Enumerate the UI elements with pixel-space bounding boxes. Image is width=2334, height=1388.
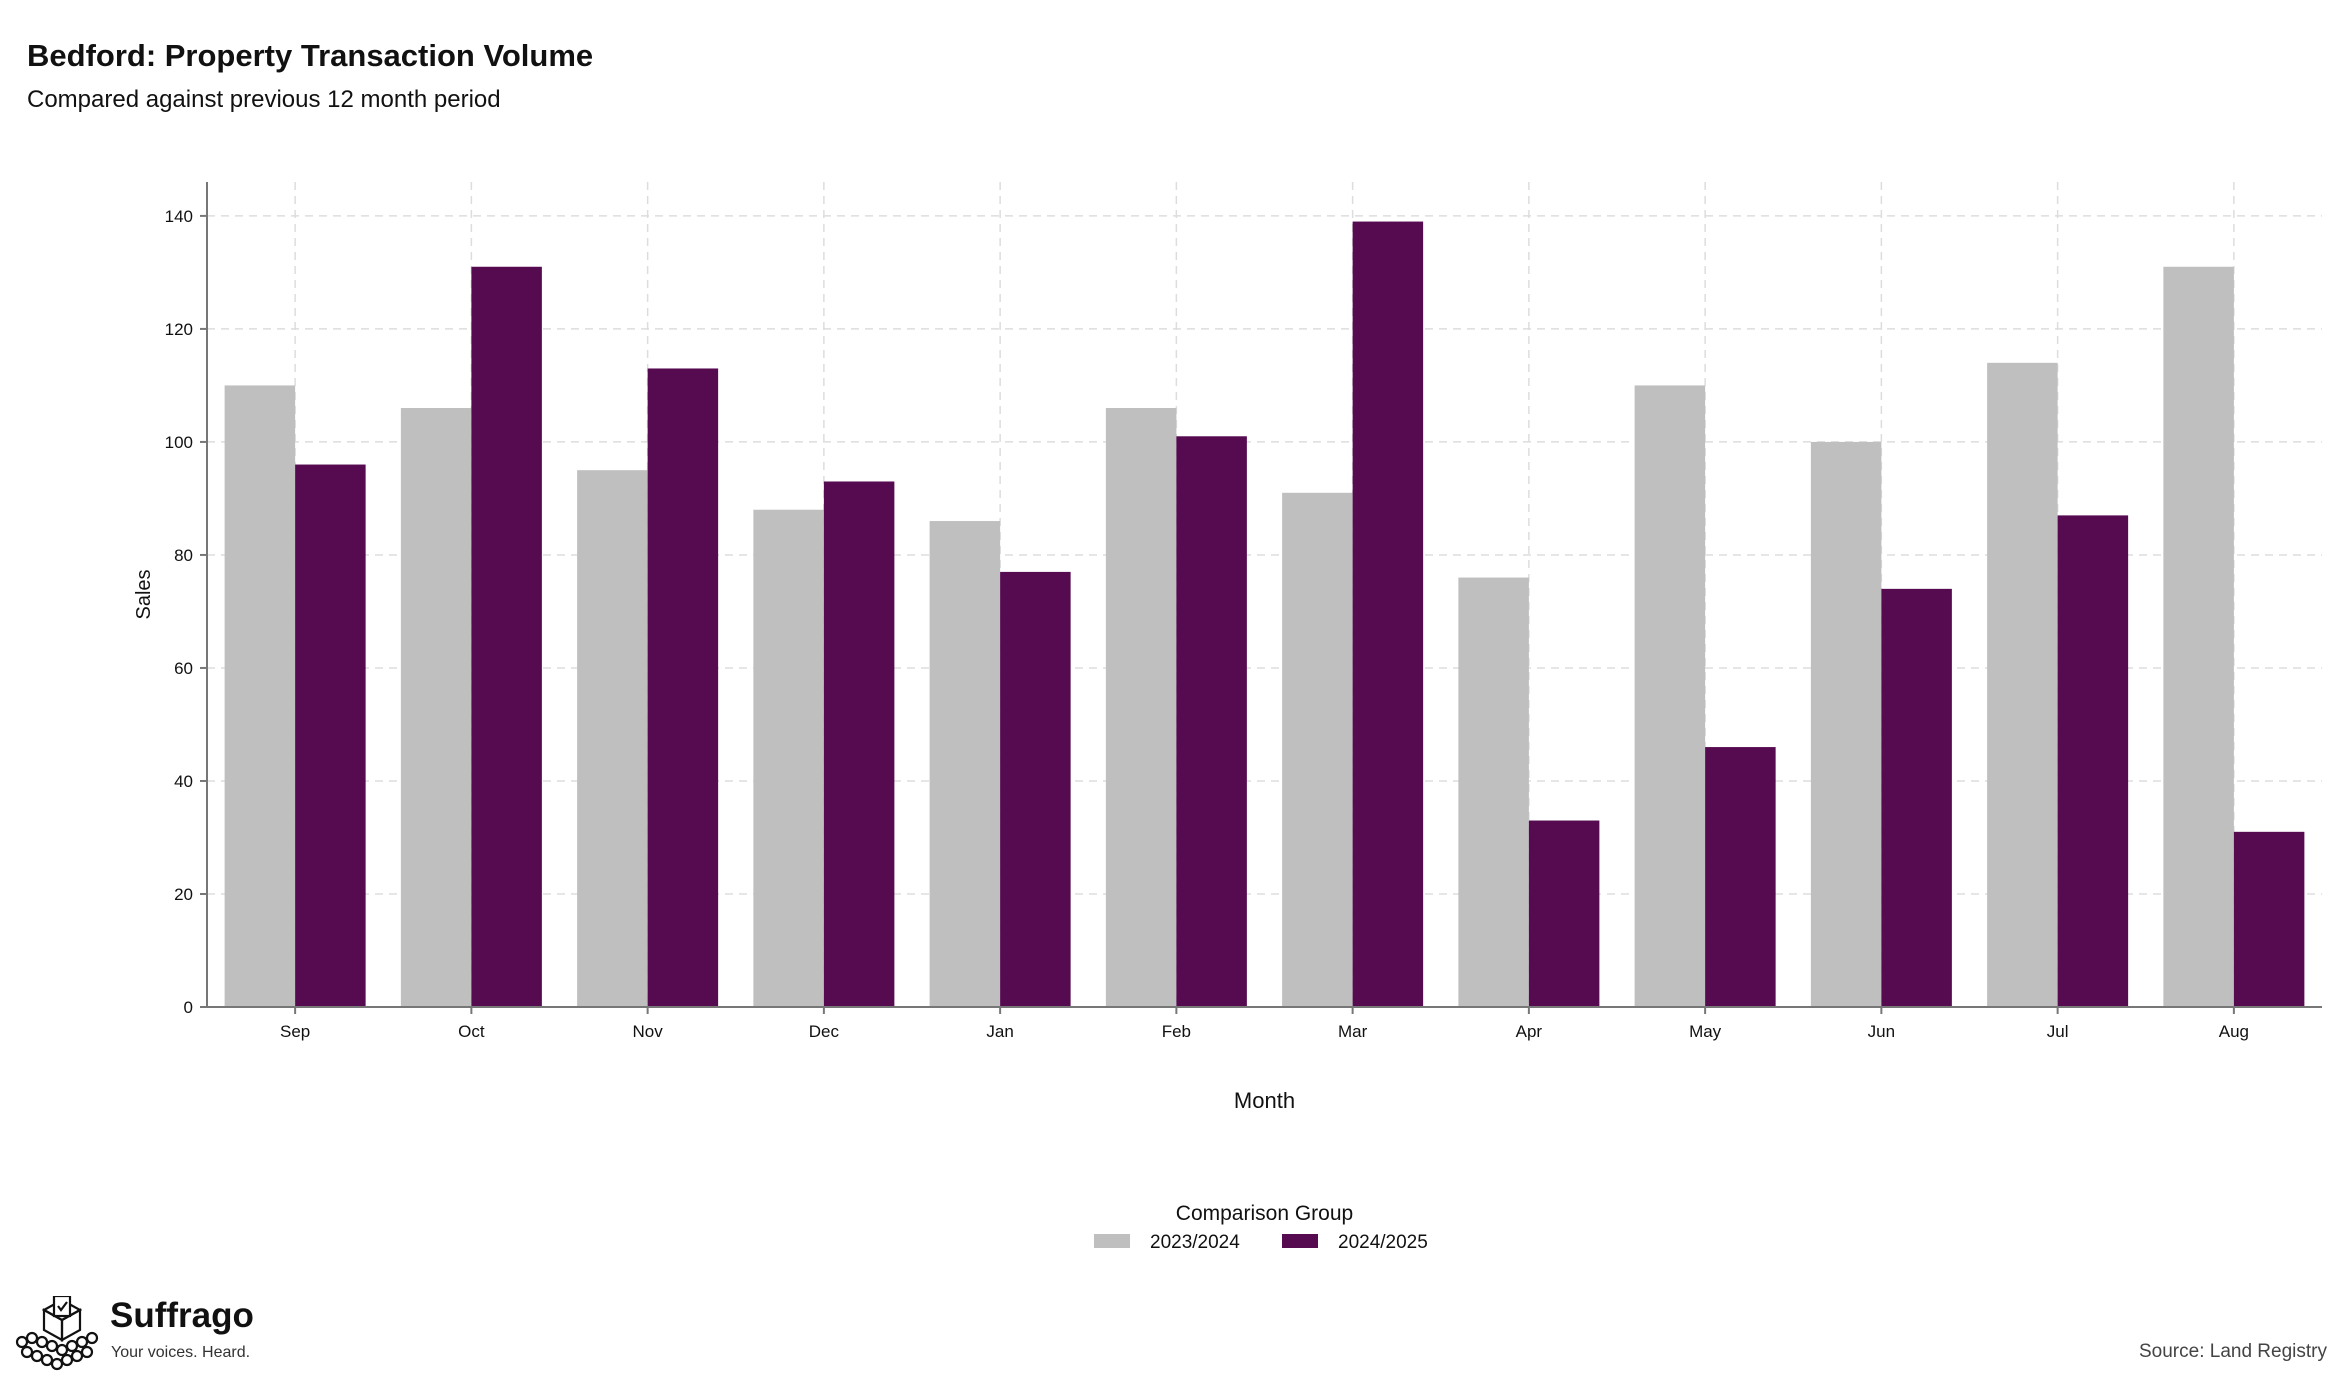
brand-tagline: Your voices. Heard.	[111, 1344, 251, 1361]
legend-swatch	[1282, 1234, 1318, 1248]
y-tick-label: 60	[174, 659, 193, 678]
chart-subtitle: Compared against previous 12 month perio…	[27, 86, 501, 113]
chart-title: Bedford: Property Transaction Volume	[27, 38, 594, 73]
x-tick-label: Jul	[2047, 1022, 2069, 1041]
y-tick-label: 140	[165, 207, 193, 226]
x-tick-label: Sep	[280, 1022, 310, 1041]
x-tick-label: Mar	[1338, 1022, 1368, 1041]
x-axis-title: Month	[1234, 1088, 1295, 1113]
bar-2023-2024-mar	[1282, 492, 1353, 1007]
y-tick-label: 40	[174, 772, 193, 791]
y-tick-label: 100	[165, 433, 193, 452]
x-tick-label: Jun	[1868, 1022, 1895, 1041]
bar-2023-2024-nov	[577, 470, 648, 1007]
bar-2024-2025-jan	[1000, 571, 1071, 1007]
x-tick-label: Feb	[1162, 1022, 1191, 1041]
x-tick-label: Dec	[809, 1022, 840, 1041]
y-tick-label: 120	[165, 320, 193, 339]
bar-2024-2025-feb	[1176, 436, 1247, 1007]
legend-swatch	[1094, 1234, 1130, 1248]
bar-2023-2024-sep	[224, 385, 296, 1007]
bar-2024-2025-oct	[471, 266, 542, 1008]
bar-2023-2024-oct	[400, 408, 472, 1007]
legend-title: Comparison Group	[1176, 1202, 1353, 1225]
x-tick-label: Aug	[2219, 1022, 2249, 1041]
x-tick-label: Oct	[458, 1022, 485, 1041]
bar-2023-2024-jul	[1987, 362, 2058, 1008]
ballot-box-icon	[15, 1296, 99, 1371]
x-tick-label: Jan	[986, 1022, 1013, 1041]
legend-label: 2024/2025	[1338, 1232, 1428, 1253]
bar-2024-2025-jun	[1881, 588, 1952, 1007]
bar-2024-2025-mar	[1352, 221, 1424, 1007]
bar-2023-2024-feb	[1105, 408, 1177, 1007]
bar-2023-2024-aug	[2163, 266, 2234, 1008]
bar-2023-2024-jun	[1810, 441, 1882, 1007]
brand-logo: Suffrago Your voices. Heard.	[14, 1296, 264, 1376]
bar-2024-2025-apr	[1528, 820, 1600, 1007]
bar-2023-2024-apr	[1458, 577, 1529, 1007]
source-note: Source: Land Registry	[2139, 1341, 2327, 1362]
bar-2023-2024-may	[1634, 385, 1706, 1007]
legend-label: 2023/2024	[1150, 1232, 1240, 1253]
y-axis-title: Sales	[133, 569, 155, 619]
bar-2024-2025-may	[1705, 747, 1776, 1007]
bar-2023-2024-jan	[929, 521, 1001, 1007]
x-tick-label: Apr	[1516, 1022, 1543, 1041]
brand-name: Suffrago	[110, 1296, 254, 1335]
x-tick-label: Nov	[633, 1022, 664, 1041]
x-tick-label: May	[1689, 1022, 1722, 1041]
y-tick-label: 80	[174, 546, 193, 565]
bar-2024-2025-sep	[295, 464, 366, 1007]
y-tick-label: 0	[184, 998, 193, 1017]
bar-2024-2025-jul	[2057, 515, 2129, 1007]
bar-2024-2025-aug	[2233, 831, 2305, 1007]
y-tick-label: 20	[174, 885, 193, 904]
bar-2024-2025-nov	[647, 368, 719, 1007]
bar-2024-2025-dec	[823, 481, 895, 1007]
bar-2023-2024-dec	[753, 509, 824, 1007]
